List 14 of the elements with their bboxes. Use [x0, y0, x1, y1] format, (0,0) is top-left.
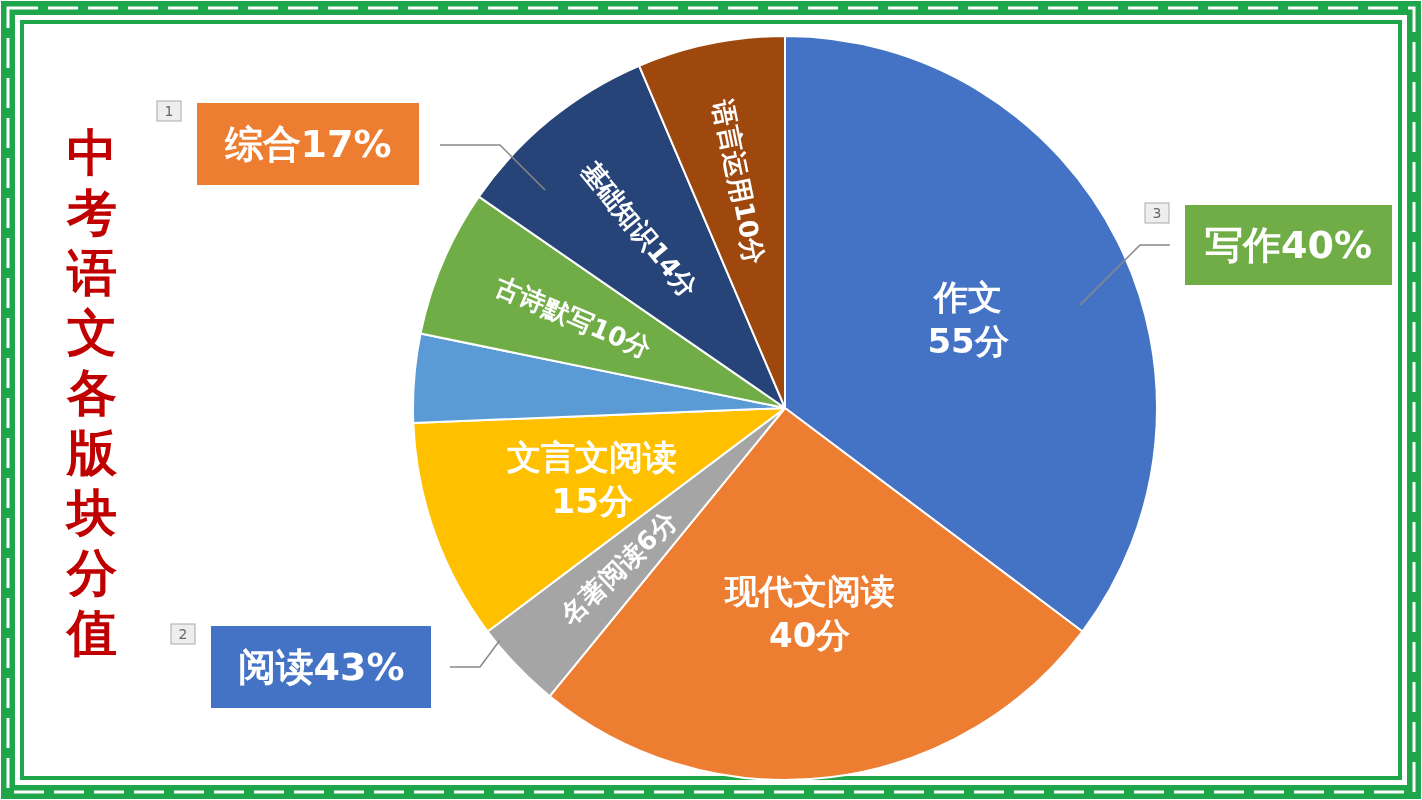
data-label: 40分: [769, 615, 851, 656]
slice-label: 文言文阅读: [507, 436, 678, 477]
text: 阅读43%: [237, 645, 405, 689]
data-label: 55分: [927, 320, 1009, 361]
text: 2: [178, 626, 188, 642]
text: 写作40%: [1205, 223, 1372, 267]
slice-label: 作文: [932, 276, 1003, 317]
text: 3: [1152, 205, 1162, 221]
data-label: 15分: [551, 480, 633, 521]
text: 1: [164, 103, 174, 119]
slice-label: 语言运用10分: [707, 96, 771, 268]
chart-title: 中考语文各版块分值: [67, 124, 117, 662]
text: 综合17%: [223, 122, 392, 166]
slice-label: 现代文阅读: [722, 571, 895, 612]
